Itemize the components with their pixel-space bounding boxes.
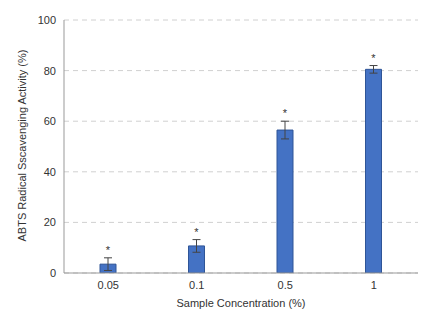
svg-text:0.05: 0.05 bbox=[98, 279, 119, 291]
svg-text:60: 60 bbox=[44, 115, 56, 127]
svg-text:Sample Concentration (%): Sample Concentration (%) bbox=[176, 297, 305, 309]
svg-text:*: * bbox=[194, 226, 199, 238]
svg-text:0: 0 bbox=[50, 267, 56, 279]
svg-text:20: 20 bbox=[44, 216, 56, 228]
svg-text:80: 80 bbox=[44, 65, 56, 77]
svg-text:40: 40 bbox=[44, 166, 56, 178]
svg-text:1: 1 bbox=[371, 279, 377, 291]
svg-text:*: * bbox=[106, 244, 111, 256]
svg-text:0.5: 0.5 bbox=[278, 279, 293, 291]
svg-text:0.1: 0.1 bbox=[189, 279, 204, 291]
svg-text:ABTS Radical Sscavenging Activ: ABTS Radical Sscavenging Activity (%) bbox=[16, 50, 28, 242]
svg-text:100: 100 bbox=[38, 14, 56, 26]
svg-text:*: * bbox=[371, 52, 376, 64]
svg-text:*: * bbox=[283, 107, 288, 119]
